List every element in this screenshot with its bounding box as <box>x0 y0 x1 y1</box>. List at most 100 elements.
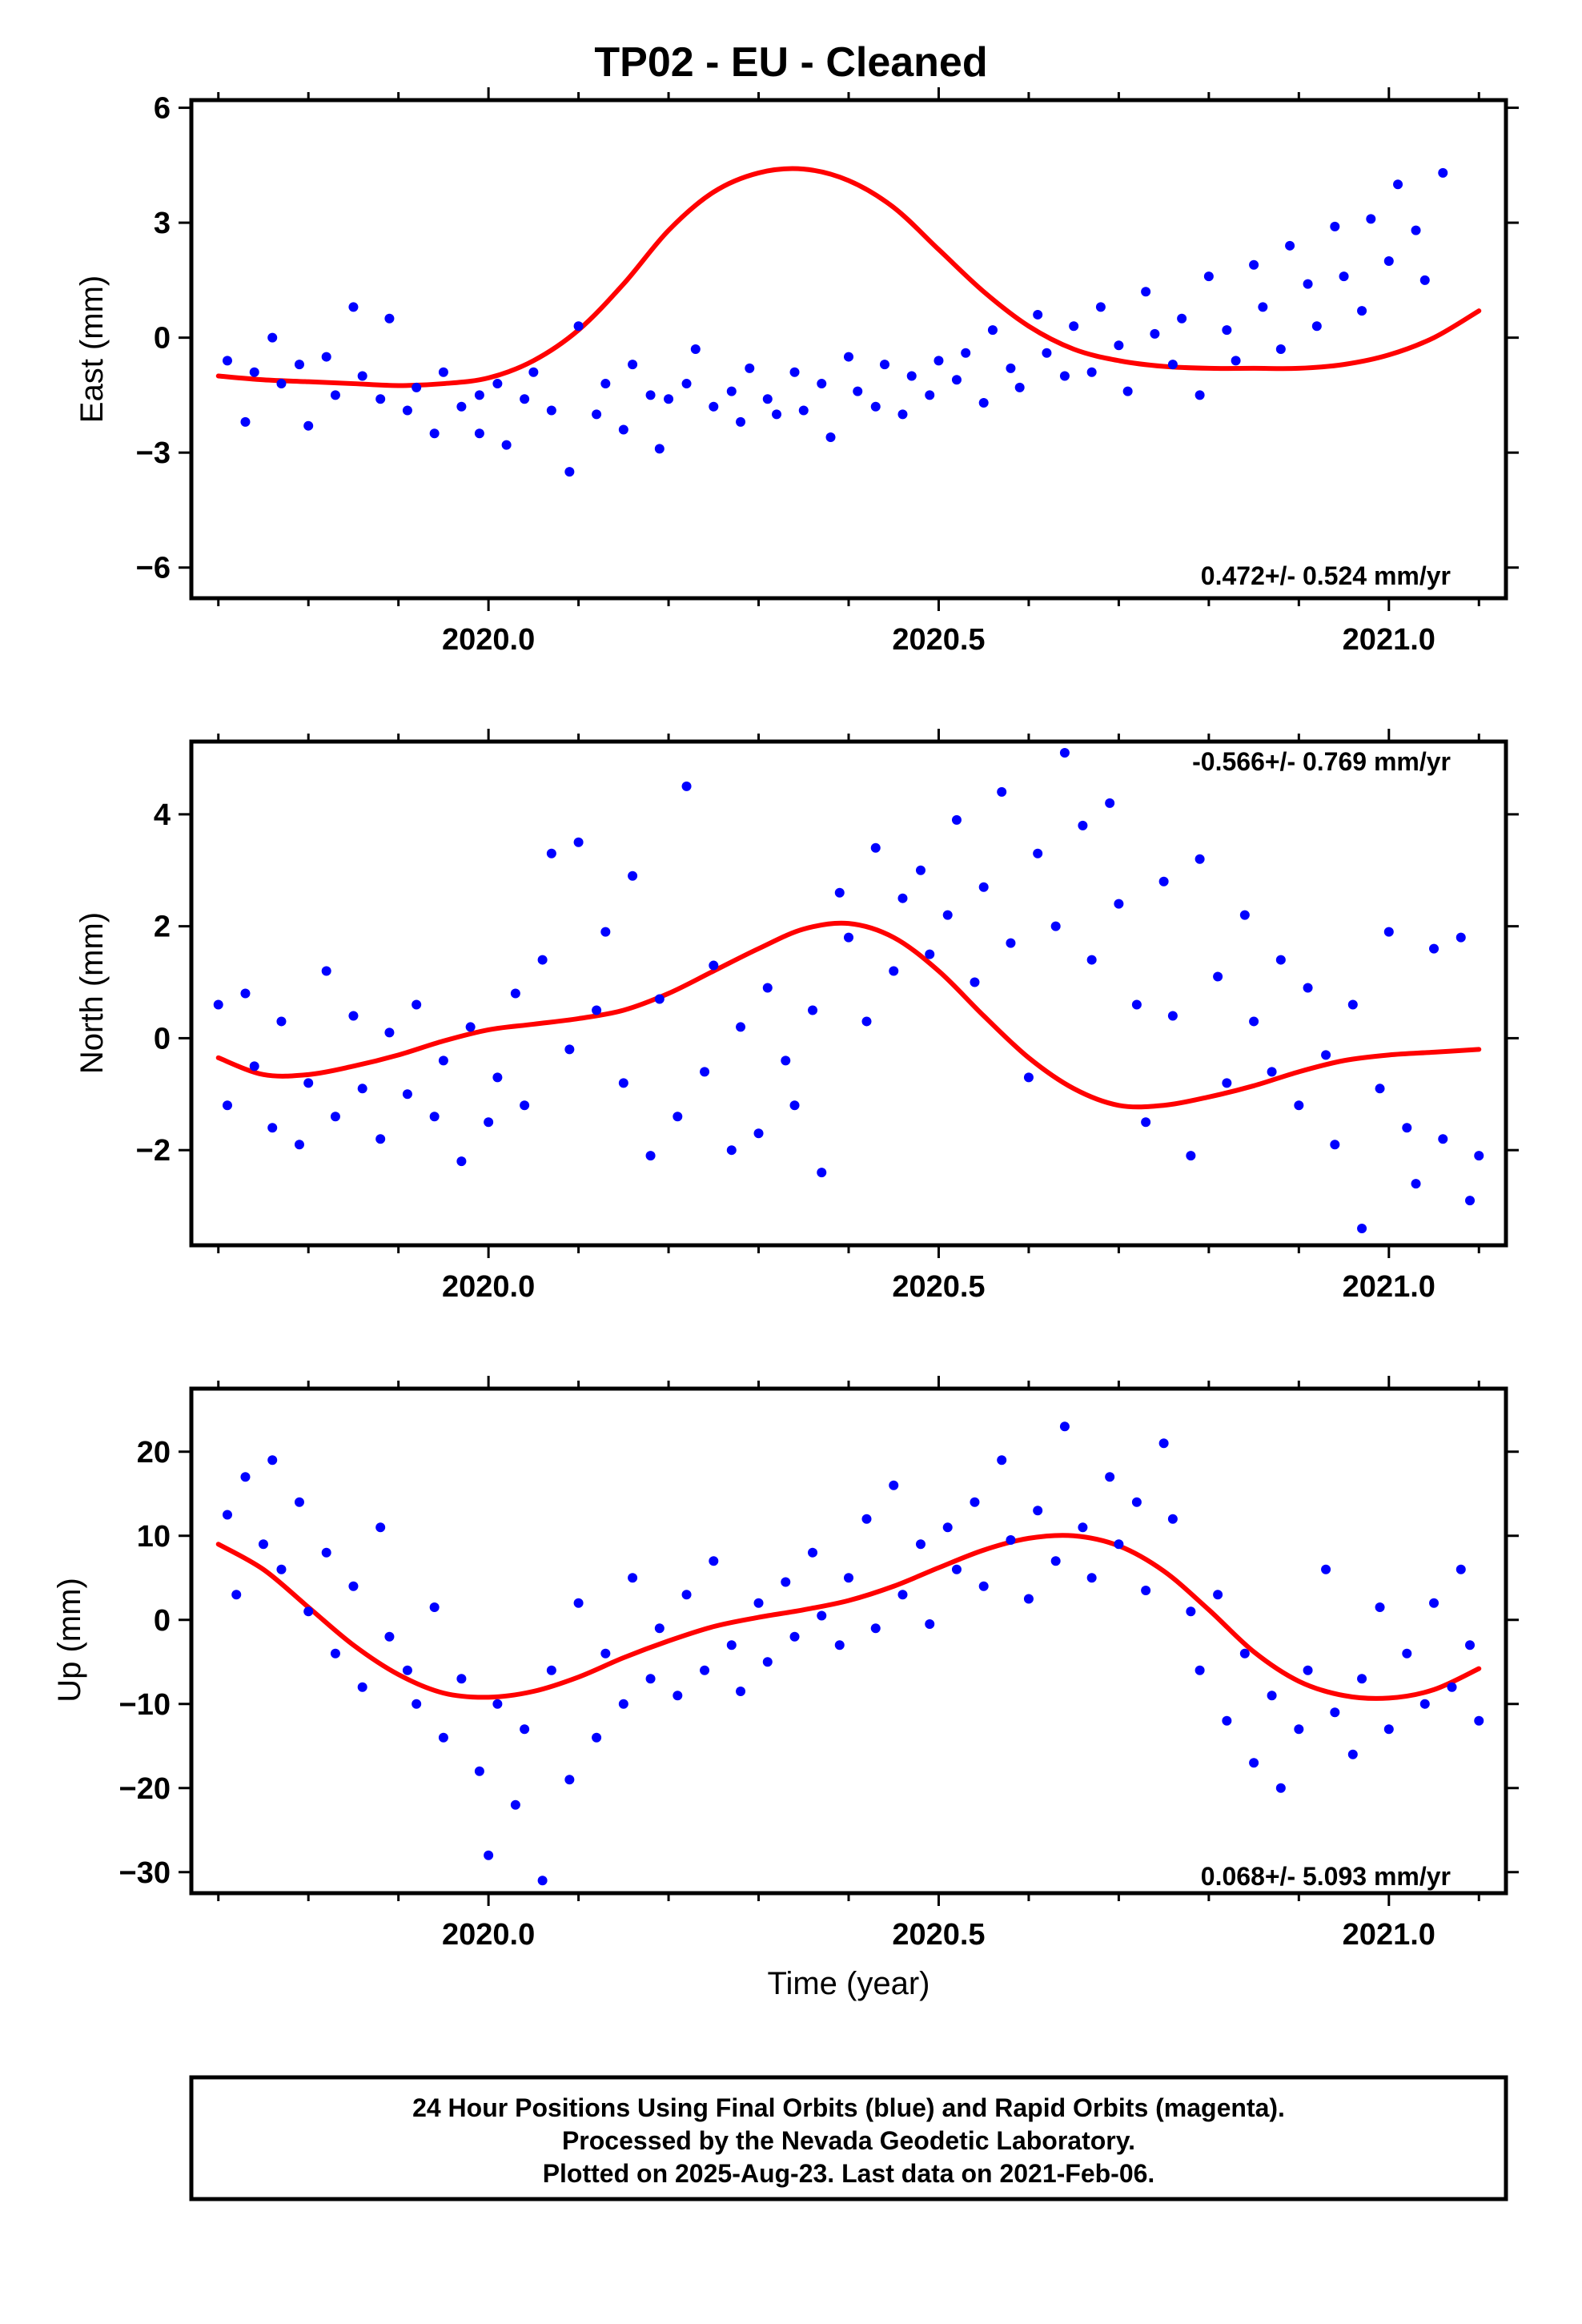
data-point <box>294 1140 304 1150</box>
data-point <box>1095 302 1106 312</box>
panel-north-rate: -0.566+/- 0.769 mm/yr <box>1192 747 1451 776</box>
data-point <box>1275 955 1286 965</box>
data-point <box>925 390 935 400</box>
data-point <box>384 313 395 324</box>
data-point <box>1141 1586 1151 1595</box>
data-point <box>429 428 440 439</box>
data-point <box>978 882 989 892</box>
panel-up-ylabel: Up (mm) <box>52 1578 87 1703</box>
data-point <box>276 1564 287 1574</box>
data-point <box>600 1648 611 1659</box>
data-point <box>474 1766 484 1776</box>
data-point <box>528 367 539 377</box>
data-point <box>456 1674 467 1684</box>
y-tick-label: 3 <box>154 207 171 240</box>
data-point <box>628 1573 638 1583</box>
data-point <box>1330 1707 1340 1718</box>
data-point <box>564 1044 575 1055</box>
data-point <box>1158 876 1169 887</box>
data-point <box>1122 386 1133 396</box>
data-point <box>1429 1598 1439 1608</box>
data-point <box>681 1590 692 1600</box>
data-point <box>484 1117 494 1128</box>
y-tick-label: 0 <box>154 322 171 356</box>
data-point <box>681 379 692 389</box>
data-point <box>429 1112 440 1122</box>
data-point <box>303 1078 314 1088</box>
data-point <box>645 1674 656 1684</box>
data-point <box>853 386 863 396</box>
data-point <box>222 1510 232 1520</box>
data-point <box>618 1078 628 1088</box>
data-point <box>1375 1084 1385 1094</box>
data-point <box>1383 1724 1394 1735</box>
data-point <box>510 1799 520 1810</box>
data-point <box>330 1112 340 1122</box>
data-point <box>456 401 467 412</box>
panel-east-points <box>222 167 1448 477</box>
data-point <box>592 409 602 420</box>
data-point <box>870 842 881 853</box>
data-point <box>348 1011 359 1021</box>
data-point <box>1167 360 1178 370</box>
data-point <box>1239 910 1250 920</box>
data-point <box>222 356 232 366</box>
data-point <box>736 416 746 427</box>
x-tick-label: 2020.0 <box>442 1270 535 1304</box>
data-point <box>1375 1602 1385 1612</box>
caption-line-1: 24 Hour Positions Using Final Orbits (bl… <box>412 2093 1285 2122</box>
data-point <box>1213 1590 1223 1600</box>
data-point <box>1167 1011 1178 1021</box>
data-point <box>889 966 899 976</box>
data-point <box>1023 1072 1034 1083</box>
data-point <box>1059 371 1070 381</box>
y-tick-label: 0 <box>154 1604 171 1638</box>
y-tick-label: 20 <box>137 1436 171 1470</box>
data-point <box>1411 1179 1421 1189</box>
data-point <box>942 1522 953 1533</box>
panel-up-ticks: 2020.0 2020.5 2021.0 20 10 0 −10 −20 −30 <box>119 1376 1519 1952</box>
panel-up-fit <box>215 1533 1482 1701</box>
data-point <box>762 394 773 404</box>
data-point <box>1321 1050 1331 1060</box>
fit-curve <box>215 920 1482 1110</box>
data-point <box>645 390 656 400</box>
data-point <box>294 360 304 370</box>
data-point <box>1456 1564 1466 1574</box>
data-point <box>934 356 944 366</box>
data-point <box>1465 1196 1476 1206</box>
data-point <box>1033 848 1043 858</box>
data-point <box>474 428 484 439</box>
data-point <box>879 360 889 370</box>
data-point <box>1303 279 1313 289</box>
data-point <box>1267 1691 1277 1701</box>
data-point <box>412 999 422 1010</box>
data-point <box>673 1112 683 1122</box>
data-point <box>709 960 719 971</box>
data-point <box>1383 927 1394 937</box>
data-point <box>861 1514 872 1524</box>
data-point <box>501 440 512 450</box>
data-point <box>294 1497 304 1507</box>
data-point <box>1357 306 1367 316</box>
data-point <box>1014 382 1025 392</box>
data-point <box>1050 921 1061 931</box>
y-tick-label: 0 <box>154 1022 171 1055</box>
x-tick-label: 2020.5 <box>892 1918 985 1952</box>
data-point <box>375 394 386 404</box>
data-point <box>1105 1472 1115 1482</box>
y-tick-label: 2 <box>154 911 171 944</box>
data-point <box>1078 820 1088 830</box>
data-point <box>402 405 412 416</box>
y-tick-label: −30 <box>119 1856 171 1890</box>
data-point <box>1222 1078 1232 1088</box>
data-point <box>321 352 331 362</box>
data-point <box>897 893 908 903</box>
data-point <box>762 1657 773 1667</box>
data-point <box>357 371 367 381</box>
data-point <box>870 401 881 412</box>
data-point <box>645 1151 656 1161</box>
data-point <box>789 367 800 377</box>
data-point <box>537 955 548 965</box>
data-point <box>961 348 971 358</box>
